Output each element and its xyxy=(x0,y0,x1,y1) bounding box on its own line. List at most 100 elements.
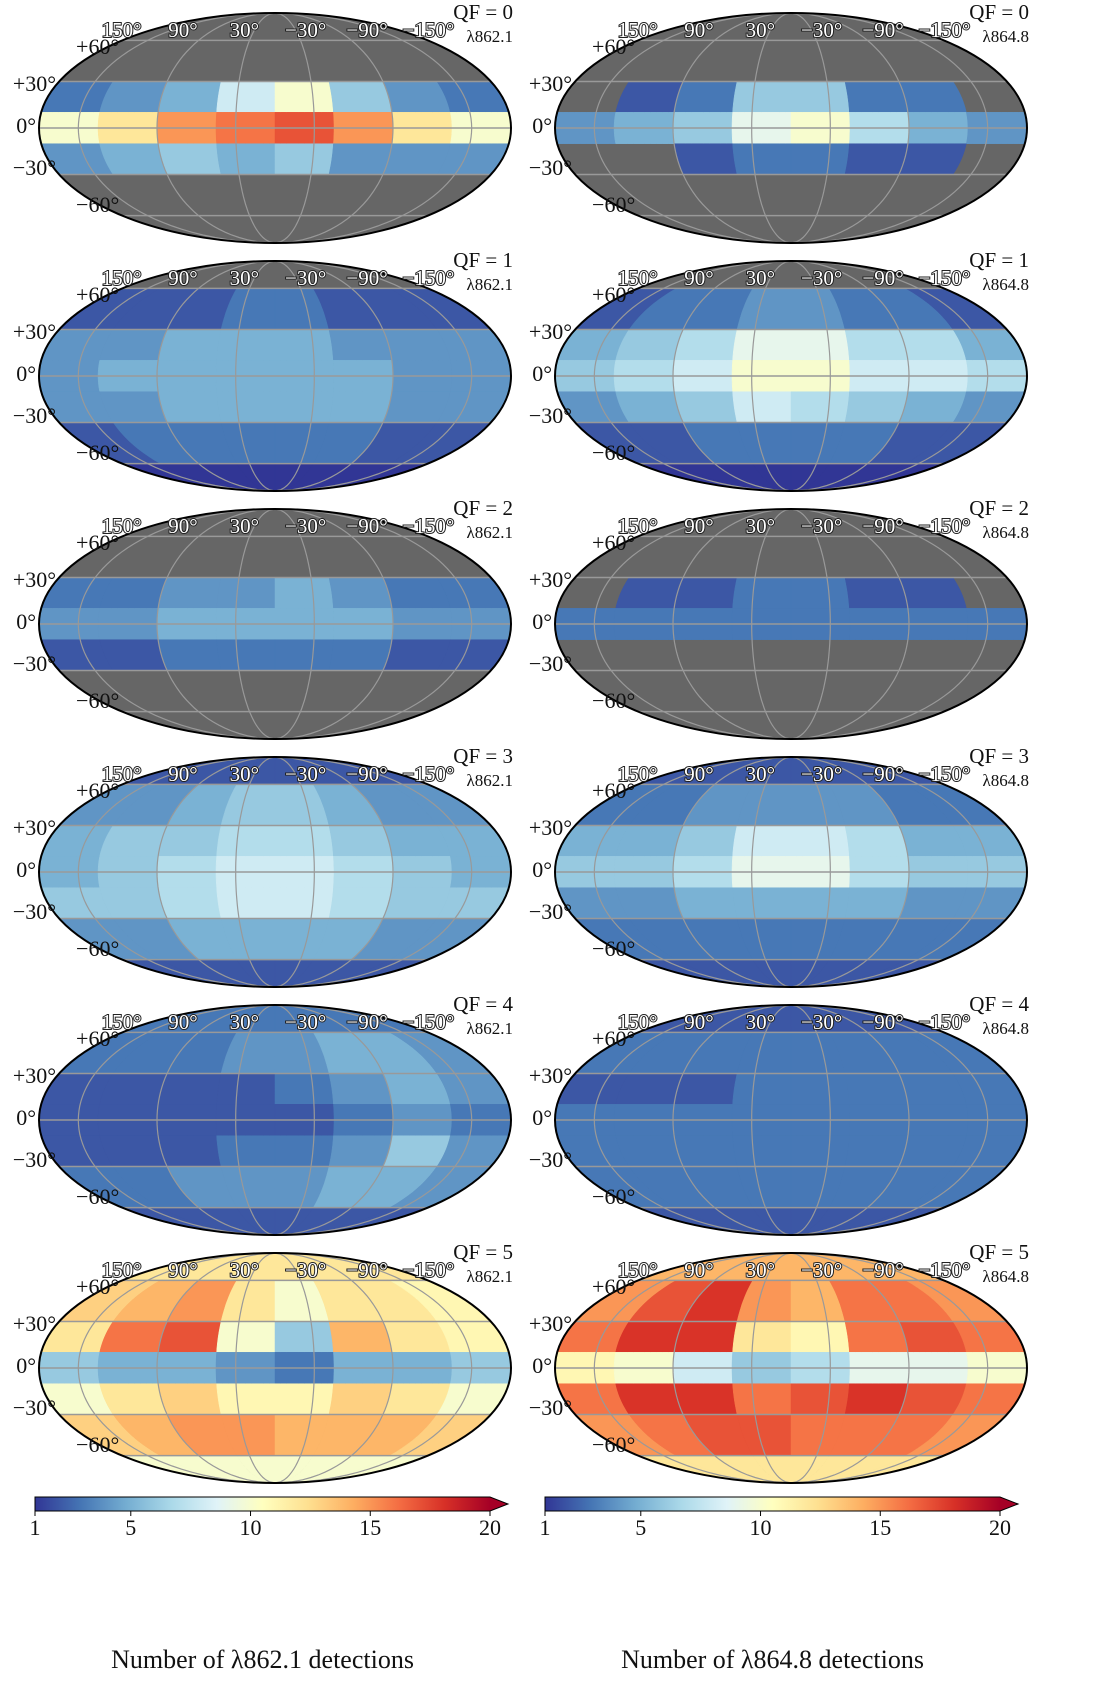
grid-line xyxy=(790,12,989,244)
lat-tick-label: −30° xyxy=(529,899,572,924)
lat-tick-label: −60° xyxy=(76,688,119,713)
grid-line xyxy=(77,12,276,244)
heat-cell xyxy=(274,391,334,423)
colorbar-label: Number of λ862.1 detections xyxy=(111,1645,414,1674)
grid-line xyxy=(274,756,394,988)
lat-tick-label: 0° xyxy=(16,1105,36,1130)
heat-cells xyxy=(555,577,1027,640)
colorbar-outline xyxy=(544,1496,1020,1512)
lat-tick-label: −60° xyxy=(76,1432,119,1457)
grid-line xyxy=(156,260,276,492)
heat-cells xyxy=(555,288,1027,491)
grid-line xyxy=(274,508,473,740)
grid-line xyxy=(77,1004,276,1236)
heat-cell xyxy=(732,329,792,361)
lat-tick-label: +30° xyxy=(529,815,572,840)
lon-tick-label: 90° xyxy=(168,266,197,290)
heat-cell xyxy=(673,391,738,423)
lat-tick-label: 0° xyxy=(16,609,36,634)
heat-cell xyxy=(790,577,850,609)
lon-tick-label: 150° xyxy=(102,762,142,786)
panel-title: QF = 3 xyxy=(969,744,1029,768)
lon-tick-label: −150° xyxy=(919,1258,971,1282)
heat-cell xyxy=(732,1321,792,1353)
grid-line xyxy=(274,1252,473,1484)
grid-line xyxy=(751,260,792,492)
heat-cell xyxy=(732,1383,792,1415)
lon-tick-label: −150° xyxy=(403,514,455,538)
lat-tick-label: +60° xyxy=(592,1274,635,1299)
heat-cell xyxy=(844,329,909,361)
heat-cell xyxy=(157,639,222,671)
panel-title: QF = 4 xyxy=(969,992,1029,1016)
heat-cell xyxy=(157,391,222,423)
heat-cell xyxy=(157,329,222,361)
lat-tick-label: +30° xyxy=(529,1311,572,1336)
heat-cell xyxy=(790,329,850,361)
colorbar-tick-label: 1 xyxy=(30,1515,41,1540)
grid-line xyxy=(156,1252,276,1484)
panel-title: QF = 0 xyxy=(453,0,513,24)
grid-line xyxy=(790,1004,910,1236)
skymap-panel: 150° 90° 30° −30° −90° −150° +60° +30° 0° −30° −60… xyxy=(529,1240,1029,1484)
lat-tick-label: 0° xyxy=(16,113,36,138)
lat-tick-label: −30° xyxy=(13,899,56,924)
heat-cell xyxy=(790,1073,850,1105)
panel-subtitle: λ864.8 xyxy=(983,27,1030,46)
map-outline xyxy=(554,1004,1028,1236)
lat-tick-label: −30° xyxy=(13,403,56,428)
grid-line xyxy=(790,1252,910,1484)
heat-cells xyxy=(39,1253,511,1483)
lat-tick-label: −60° xyxy=(76,192,119,217)
lon-tick-label: 30° xyxy=(746,762,775,786)
heat-cells xyxy=(39,81,511,175)
lon-tick-label: −150° xyxy=(919,266,971,290)
heat-cell xyxy=(673,1321,738,1353)
lat-tick-label: +30° xyxy=(13,815,56,840)
lon-tick-label: 150° xyxy=(102,1258,142,1282)
grid-line xyxy=(156,12,276,244)
heat-cell xyxy=(673,825,738,857)
lon-tick-label: −30° xyxy=(285,1258,326,1282)
lon-tick-label: 90° xyxy=(684,1010,713,1034)
lat-tick-label: 0° xyxy=(16,857,36,882)
grid-line xyxy=(790,508,989,740)
heat-cell xyxy=(216,825,276,857)
grid-line xyxy=(790,756,989,988)
lat-tick-label: −30° xyxy=(529,1395,572,1420)
lon-tick-label: 90° xyxy=(168,1010,197,1034)
heat-cell xyxy=(790,1321,850,1353)
lon-tick-label: −150° xyxy=(403,18,455,42)
panel-subtitle: λ862.1 xyxy=(467,275,514,294)
lat-tick-label: +30° xyxy=(529,319,572,344)
grid-line xyxy=(593,756,792,988)
grid-line xyxy=(790,1004,831,1236)
lon-tick-label: 30° xyxy=(746,514,775,538)
lat-tick-label: +30° xyxy=(529,1063,572,1088)
map-outline xyxy=(38,1252,512,1484)
skymap-panel: 150° 90° 30° −30° −90° −150° +60° +30° 0° −30° −60… xyxy=(529,992,1029,1236)
grid-line xyxy=(790,260,989,492)
heat-cell xyxy=(216,391,276,423)
grid-line xyxy=(790,1252,831,1484)
grid-line xyxy=(274,260,473,492)
lon-tick-label: 150° xyxy=(618,1258,658,1282)
grid-line xyxy=(790,1252,989,1484)
lat-tick-label: −60° xyxy=(592,192,635,217)
lon-tick-label: 150° xyxy=(618,514,658,538)
grid-line xyxy=(274,12,315,244)
lon-tick-label: −150° xyxy=(403,266,455,290)
lon-tick-label: 150° xyxy=(618,762,658,786)
heat-cell xyxy=(844,1135,909,1167)
lon-tick-label: −30° xyxy=(285,514,326,538)
heat-cell xyxy=(790,825,850,857)
lon-tick-label: −90° xyxy=(862,1258,903,1282)
lat-tick-label: −30° xyxy=(529,403,572,428)
grid-line xyxy=(274,756,315,988)
lon-tick-label: −90° xyxy=(862,18,903,42)
heat-cells xyxy=(39,577,511,671)
lon-tick-label: −30° xyxy=(801,1258,842,1282)
lon-tick-label: −90° xyxy=(862,266,903,290)
